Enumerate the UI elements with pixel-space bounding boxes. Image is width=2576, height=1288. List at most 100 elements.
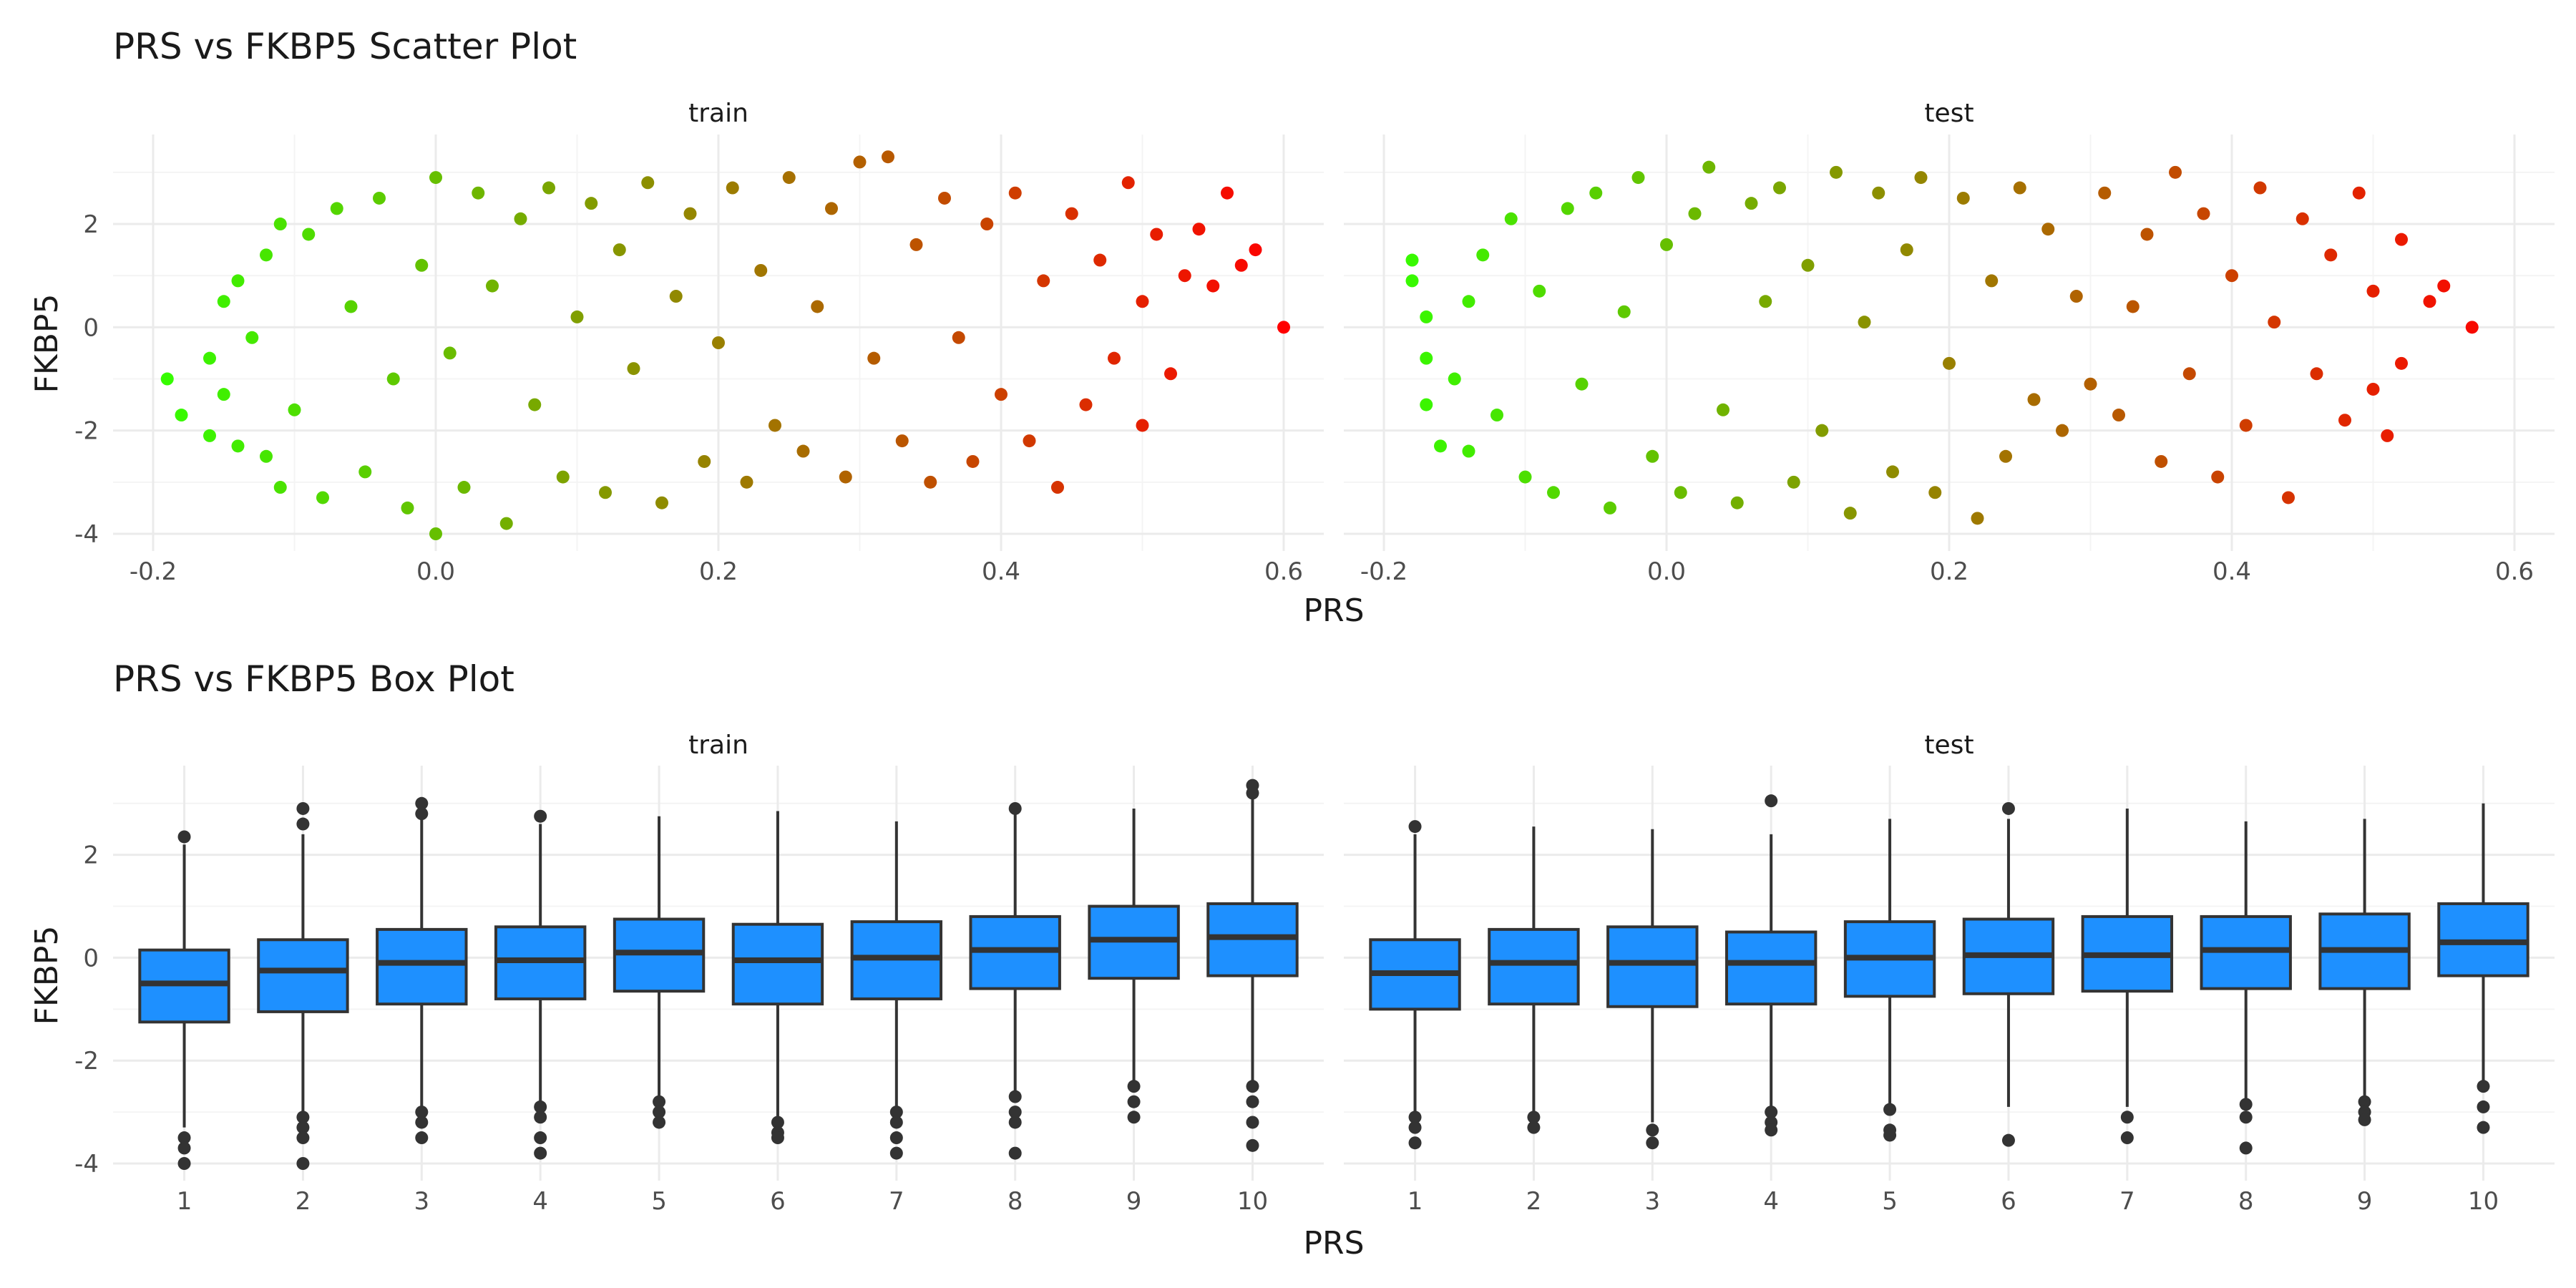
x-tick-label: 0.2 <box>699 557 738 586</box>
box-outlier <box>2358 1113 2371 1126</box>
box-y-axis-title: FKBP5 <box>29 926 65 1025</box>
scatter-point <box>1249 243 1262 257</box>
scatter-point <box>1674 486 1687 499</box>
x-tick-label: 6 <box>770 1187 786 1216</box>
scatter-point <box>1420 310 1433 323</box>
scatter-point <box>2140 228 2154 241</box>
x-tick-label: 7 <box>889 1187 904 1216</box>
scatter-point <box>2366 382 2380 396</box>
scatter-point <box>627 362 640 376</box>
box-outlier <box>2120 1111 2134 1124</box>
scatter-point <box>1943 356 1956 370</box>
scatter-point <box>698 454 711 468</box>
scatter-point <box>1434 439 1447 453</box>
box-outlier <box>296 1111 310 1124</box>
scatter-point <box>2253 181 2267 195</box>
box-outlier <box>2477 1080 2490 1093</box>
x-tick-label: 0.6 <box>1264 557 1303 586</box>
scatter-point <box>853 155 867 169</box>
scatter-point <box>1886 465 1899 479</box>
scatter-point <box>726 181 739 195</box>
scatter-point <box>160 372 174 386</box>
scatter-point <box>952 331 965 344</box>
scatter-point <box>1023 434 1036 448</box>
scatter-point <box>1192 223 1206 236</box>
y-tick-label: 0 <box>83 944 99 972</box>
x-tick-label: 2 <box>296 1187 311 1216</box>
scatter-point <box>2211 470 2225 484</box>
scatter-point <box>2366 284 2380 298</box>
x-tick-label: 9 <box>2357 1187 2373 1216</box>
scatter-point <box>599 486 612 499</box>
scatter-point <box>1420 351 1433 365</box>
box-outlier <box>534 1131 547 1145</box>
x-tick-label: 0.0 <box>1647 557 1686 586</box>
box-outlier <box>1883 1103 1897 1116</box>
scatter-point <box>1121 176 1135 190</box>
scatter-point <box>2013 181 2026 195</box>
box-x-axis-title: PRS <box>1303 1225 1364 1262</box>
scatter-point <box>2423 295 2436 308</box>
scatter-point <box>782 171 796 185</box>
scatter-strip-train: train <box>688 99 748 128</box>
scatter-point <box>2381 429 2394 442</box>
scatter-point <box>1093 253 1107 267</box>
scatter-point <box>2437 279 2451 293</box>
x-tick-label: 5 <box>651 1187 667 1216</box>
scatter-point <box>1773 181 1786 195</box>
box-outlier <box>653 1095 666 1108</box>
scatter-point <box>712 336 725 349</box>
box-outlier <box>415 1131 429 1145</box>
box-outlier <box>2001 1133 2015 1147</box>
box-panel-test: 1 2 3 4 5 6 7 8 9 10 <box>1344 766 2555 1216</box>
box-outlier <box>1765 794 1778 808</box>
scatter-point <box>1914 171 1928 185</box>
x-tick-label: 2 <box>1526 1187 1542 1216</box>
box-outlier <box>1127 1111 1141 1124</box>
scatter-point <box>1051 481 1064 494</box>
scatter-point <box>1136 295 1149 308</box>
scatter-y-axis-title: FKBP5 <box>29 294 65 394</box>
scatter-point <box>429 527 442 540</box>
scatter-point <box>1448 372 1461 386</box>
scatter-point <box>2069 290 2083 303</box>
y-tick-label: -2 <box>74 417 99 446</box>
scatter-point <box>1815 424 1829 437</box>
scatter-point <box>217 388 230 401</box>
scatter-point <box>2395 233 2408 246</box>
x-tick-label: 3 <box>1644 1187 1660 1216</box>
scatter-point <box>2338 414 2351 427</box>
box-outlier <box>534 1146 547 1160</box>
box-title: PRS vs FKBP5 Box Plot <box>113 658 514 700</box>
scatter-point <box>966 454 980 468</box>
scatter-point <box>1843 507 1857 520</box>
box-outlier <box>1008 801 1022 815</box>
scatter-point <box>1037 274 1050 288</box>
scatter-point <box>302 228 316 241</box>
box-outlier <box>1408 1121 1422 1134</box>
box-outlier <box>177 1157 191 1170</box>
scatter-point <box>641 176 655 190</box>
box-outlier <box>415 1116 429 1129</box>
scatter-point <box>1801 258 1815 272</box>
scatter-point <box>1759 295 1772 308</box>
box-outlier <box>1246 779 1259 792</box>
x-tick-label: 4 <box>1763 1187 1779 1216</box>
scatter-point <box>358 465 372 479</box>
scatter-point <box>556 470 570 484</box>
box <box>1724 930 1818 1006</box>
scatter-point <box>401 501 414 514</box>
box-strip-test: test <box>1924 731 1974 760</box>
scatter-point <box>273 481 287 494</box>
x-tick-label: 1 <box>1407 1187 1423 1216</box>
box-outlier <box>889 1106 903 1119</box>
scatter-point <box>1787 475 1800 489</box>
scatter-point <box>514 212 527 225</box>
y-tick-label: 0 <box>83 313 99 342</box>
box-outlier <box>771 1131 784 1145</box>
box-outlier <box>1008 1106 1022 1119</box>
scatter-point <box>1631 171 1645 185</box>
box-outlier <box>1127 1080 1141 1093</box>
box-outlier <box>2239 1141 2253 1155</box>
box-outlier <box>889 1116 903 1129</box>
